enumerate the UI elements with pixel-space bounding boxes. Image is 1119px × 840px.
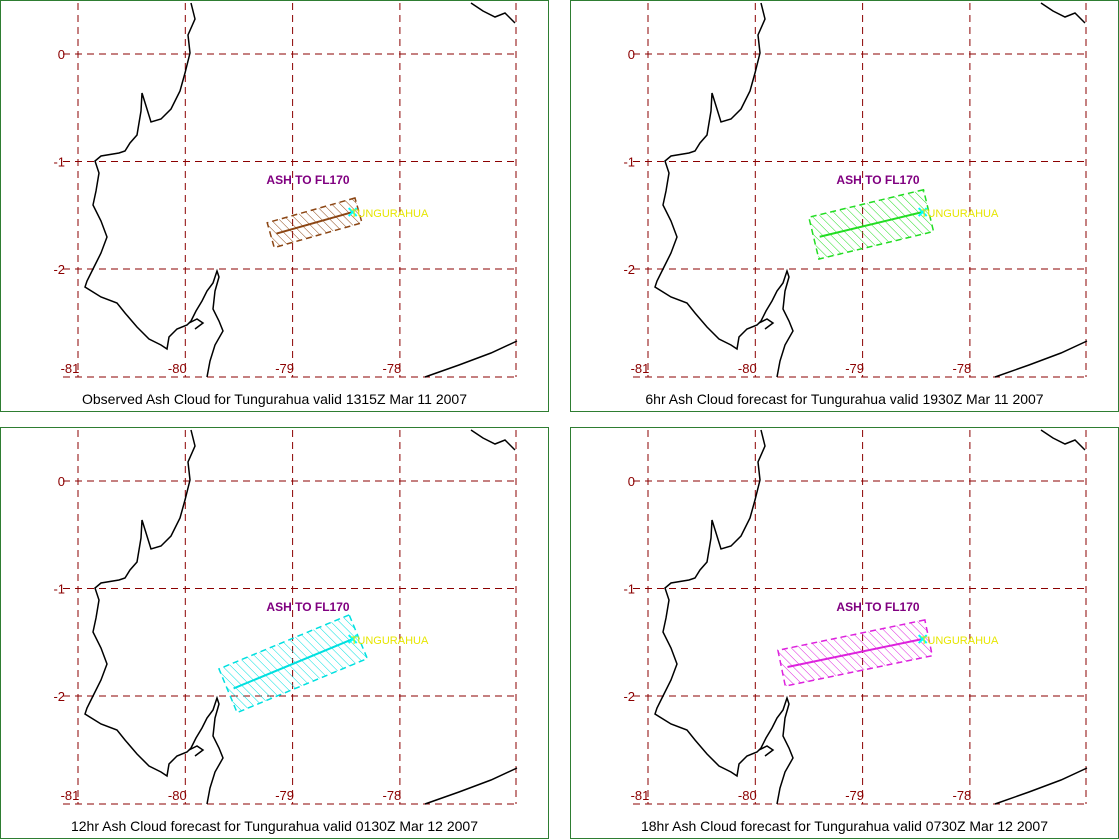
- volcano-name-label: TUNGURAHUA: [921, 208, 999, 220]
- volcano-name-label: TUNGURAHUA: [351, 208, 429, 220]
- coastline: [758, 318, 775, 330]
- coastline: [84, 2, 224, 378]
- longitude-tick-label: -78: [383, 788, 402, 803]
- coastline: [424, 340, 518, 378]
- latitude-tick-label: -1: [53, 582, 65, 597]
- coastline: [188, 318, 205, 330]
- latitude-tick-label: 0: [628, 474, 635, 489]
- coastline: [470, 2, 516, 24]
- ash-map: -81 -80 -79 -78 0 -1 -2 ASH TO FL170 TUNGURAHUA: [53, 2, 518, 378]
- ash-cloud-axis: [276, 211, 353, 235]
- coastline: [654, 429, 794, 805]
- volcano-name-label: TUNGURAHUA: [351, 635, 429, 647]
- latitude-tick-label: -2: [53, 689, 65, 704]
- longitude-tick-label: -80: [168, 788, 187, 803]
- ash-cloud-axis: [787, 638, 923, 668]
- coastline: [188, 745, 205, 757]
- panel-caption: 12hr Ash Cloud forecast for Tungurahua v…: [70, 818, 479, 834]
- longitude-tick-label: -81: [61, 788, 80, 803]
- coastline: [994, 767, 1088, 805]
- ash-map: -81 -80 -79 -78 0 -1 -2 ASH TO FL170 TUNGURAHUA: [623, 2, 1088, 378]
- ash-map: -81 -80 -79 -78 0 -1 -2 ASH TO FL170 TUNGURAHUA: [623, 429, 1088, 805]
- latitude-tick-label: 0: [58, 474, 65, 489]
- longitude-tick-label: -80: [738, 788, 757, 803]
- coastline: [424, 767, 518, 805]
- panel-caption: Observed Ash Cloud for Tungurahua valid …: [82, 391, 467, 407]
- longitude-tick-label: -81: [61, 361, 80, 376]
- longitude-tick-label: -78: [953, 788, 972, 803]
- longitude-tick-label: -79: [845, 361, 864, 376]
- volcano-marker-icon: [917, 634, 928, 644]
- longitude-tick-label: -80: [168, 361, 187, 376]
- longitude-tick-label: -81: [631, 361, 650, 376]
- longitude-tick-label: -81: [631, 788, 650, 803]
- latitude-tick-label: -2: [623, 689, 635, 704]
- map-panel-12hr: -81 -80 -79 -78 0 -1 -2 ASH TO FL170 TUNGURAHUA …: [0, 427, 549, 839]
- latitude-tick-label: 0: [628, 47, 635, 62]
- volcano-marker-icon: [347, 207, 358, 217]
- coastline: [654, 2, 794, 378]
- map-panel-18hr: -81 -80 -79 -78 0 -1 -2 ASH TO FL170 TUNGURAHUA …: [570, 427, 1119, 839]
- ash-cloud-axis: [819, 211, 923, 238]
- latitude-tick-label: -1: [623, 582, 635, 597]
- map-panel-6hr: -81 -80 -79 -78 0 -1 -2 ASH TO FL170 TUNGURAHUA …: [570, 0, 1119, 412]
- longitude-tick-label: -79: [275, 361, 294, 376]
- coastline: [1040, 2, 1086, 24]
- latitude-tick-label: -2: [53, 262, 65, 277]
- panel-caption: 6hr Ash Cloud forecast for Tungurahua va…: [645, 391, 1044, 407]
- latitude-tick-label: -1: [623, 155, 635, 170]
- ash-altitude-label: ASH TO FL170: [266, 600, 349, 614]
- ash-map: -81 -80 -79 -78 0 -1 -2 ASH TO FL170 TUNGURAHUA: [53, 429, 518, 805]
- coastline: [84, 429, 224, 805]
- latitude-tick-label: -2: [623, 262, 635, 277]
- ash-altitude-label: ASH TO FL170: [836, 173, 919, 187]
- longitude-tick-label: -78: [383, 361, 402, 376]
- volcano-marker-icon: [347, 634, 358, 644]
- longitude-tick-label: -78: [953, 361, 972, 376]
- ash-altitude-label: ASH TO FL170: [266, 173, 349, 187]
- longitude-tick-label: -79: [845, 788, 864, 803]
- coastline: [758, 745, 775, 757]
- latitude-tick-label: -1: [53, 155, 65, 170]
- volcano-name-label: TUNGURAHUA: [921, 635, 999, 647]
- coastline: [470, 429, 516, 451]
- map-panel-observed: -81 -80 -79 -78 0 -1 -2 ASH TO FL170 TUNGURAHUA …: [0, 0, 549, 412]
- ash-cloud-axis: [233, 638, 354, 690]
- ash-altitude-label: ASH TO FL170: [836, 600, 919, 614]
- latitude-tick-label: 0: [58, 47, 65, 62]
- coastline: [1040, 429, 1086, 451]
- volcano-marker-icon: [917, 207, 928, 217]
- panel-caption: 18hr Ash Cloud forecast for Tungurahua v…: [640, 818, 1049, 834]
- longitude-tick-label: -80: [738, 361, 757, 376]
- longitude-tick-label: -79: [275, 788, 294, 803]
- coastline: [994, 340, 1088, 378]
